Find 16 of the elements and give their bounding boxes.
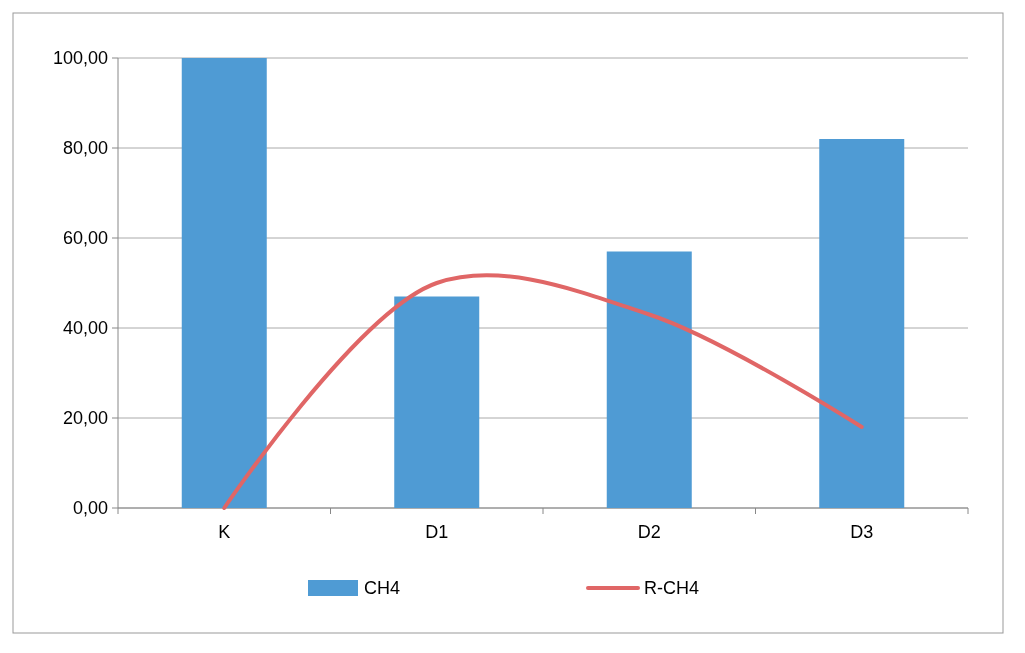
bar bbox=[181, 58, 267, 508]
legend-label: R-CH4 bbox=[644, 578, 700, 599]
y-tick-label: 40,00 bbox=[62, 318, 108, 339]
bar bbox=[606, 251, 692, 508]
bar bbox=[394, 296, 480, 508]
y-tick-label: 20,00 bbox=[62, 408, 108, 429]
y-tick-label: 80,00 bbox=[62, 138, 108, 159]
legend-label: CH4 bbox=[364, 578, 401, 599]
x-tick-label: D3 bbox=[850, 522, 874, 542]
y-tick-label: 0,00 bbox=[72, 498, 108, 519]
bar bbox=[819, 139, 905, 508]
y-tick-label: 100,00 bbox=[52, 48, 108, 69]
y-tick-label: 60,00 bbox=[62, 228, 108, 249]
x-tick-label: D2 bbox=[637, 522, 661, 542]
x-tick-label: K bbox=[218, 522, 231, 542]
x-tick-label: D1 bbox=[425, 522, 449, 542]
